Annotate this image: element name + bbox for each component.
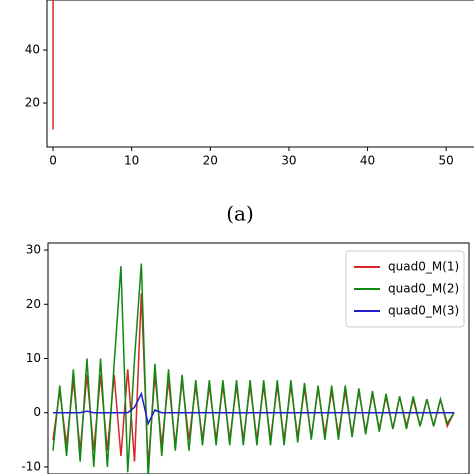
y-tick-label: 0: [33, 405, 41, 419]
axes-frame: [46, 0, 474, 148]
x-tick-label: 20: [203, 154, 218, 168]
x-tick-label: 40: [360, 154, 375, 168]
series-line: [52, 391, 455, 426]
x-tick-label: 30: [281, 154, 296, 168]
legend-label: quad0_M(1): [388, 260, 459, 274]
y-tick-label: 40: [25, 43, 40, 57]
y-tick-label: 20: [25, 96, 40, 110]
legend-label: quad0_M(3): [388, 304, 459, 318]
legend-box: [345, 250, 465, 328]
y-tick-label: -10: [21, 459, 41, 473]
y-tick-label: 30: [26, 243, 41, 257]
y-tick-label: 10: [26, 351, 41, 365]
legend-label: quad0_M(2): [388, 282, 459, 296]
y-tick-label: 20: [26, 297, 41, 311]
x-tick-label: 0: [49, 154, 57, 168]
x-tick-label: 50: [439, 154, 454, 168]
x-tick-label: 10: [124, 154, 139, 168]
caption: (a): [226, 202, 254, 226]
